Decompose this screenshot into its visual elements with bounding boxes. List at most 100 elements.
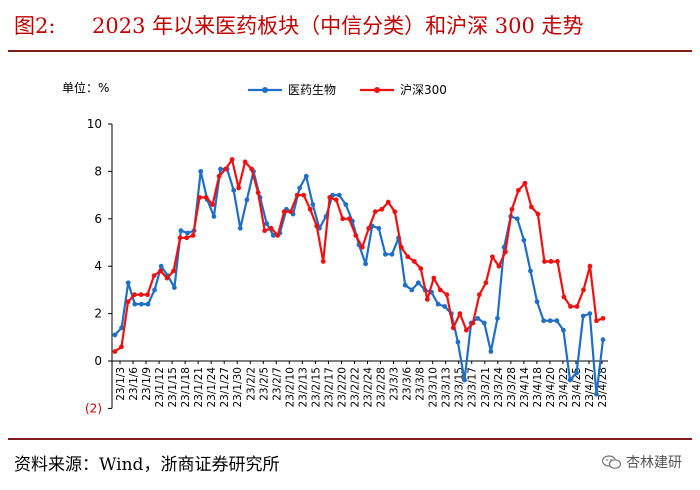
x-tick-label: 23/2/17 <box>323 367 335 407</box>
x-tick-label: 23/4/18 <box>532 367 544 407</box>
data-point-pharma <box>376 225 382 231</box>
data-point-csi300 <box>476 292 482 298</box>
data-point-pharma <box>475 315 481 321</box>
x-tick-label: 23/1/6 <box>128 367 140 401</box>
data-point-csi300 <box>177 235 183 241</box>
data-point-pharma <box>389 251 395 257</box>
data-point-csi300 <box>379 206 385 212</box>
data-point-pharma <box>237 225 243 231</box>
chart-title-row: 图2: 2023 年以来医药板块（中信分类）和沪深 300 走势 <box>14 10 690 44</box>
data-point-pharma <box>178 228 184 234</box>
brand-name: 杏林建研 <box>626 455 682 471</box>
data-point-pharma <box>145 301 151 307</box>
x-tick-label: 23/1/30 <box>232 367 244 407</box>
data-point-pharma <box>138 301 144 307</box>
x-tick-label: 23/4/20 <box>545 367 557 407</box>
data-point-csi300 <box>542 259 547 264</box>
data-point-csi300 <box>236 185 242 191</box>
data-point-csi300 <box>281 209 287 215</box>
data-point-pharma <box>125 280 131 286</box>
data-point-csi300 <box>346 216 352 222</box>
x-tick-label: 23/2/28 <box>376 367 388 407</box>
data-point-pharma <box>594 391 599 397</box>
line-chart: 单位：% (2) 0 2 4 6 8 10 23/1/3 23/1/6 23/1/9 23/1/12… <box>62 80 609 415</box>
chart-title: 2023 年以来医药板块（中信分类）和沪深 300 走势 <box>92 14 584 38</box>
data-point-csi300 <box>424 296 430 302</box>
x-tick-label: 23/2/5 <box>258 367 270 401</box>
x-tick-label: 23/1/15 <box>167 367 179 407</box>
data-point-csi300 <box>112 349 118 354</box>
data-point-pharma <box>264 221 270 226</box>
data-point-csi300 <box>268 225 274 231</box>
data-point-pharma <box>336 192 342 198</box>
data-point-pharma <box>580 313 586 319</box>
data-point-pharma <box>567 377 573 383</box>
data-point-csi300 <box>138 292 144 298</box>
data-point-csi300 <box>581 287 586 293</box>
data-point-pharma <box>521 237 527 243</box>
x-tick-label: 23/3/6 <box>402 367 414 401</box>
data-point-csi300 <box>561 294 567 300</box>
x-tick-label: 23/1/18 <box>180 367 192 407</box>
data-point-pharma <box>534 299 540 305</box>
data-point-csi300 <box>242 159 248 165</box>
y-tick-label: 2 <box>94 307 102 321</box>
data-point-pharma <box>112 332 118 338</box>
title-divider <box>8 50 692 52</box>
x-tick-label: 23/3/24 <box>493 367 505 408</box>
legend-label: 沪深300 <box>400 83 447 97</box>
data-point-pharma <box>132 301 138 307</box>
data-point-csi300 <box>437 287 443 293</box>
source-note: 资料来源：Wind，浙商证券研究所 <box>14 455 280 475</box>
data-point-pharma <box>455 339 461 345</box>
data-point-pharma <box>119 325 124 331</box>
x-tick-label: 23/3/3 <box>389 367 401 401</box>
data-point-csi300 <box>294 192 300 198</box>
data-point-pharma <box>409 287 415 293</box>
data-point-pharma <box>402 282 408 288</box>
data-point-csi300 <box>568 304 573 309</box>
data-point-pharma <box>442 304 448 309</box>
x-tick-label: 23/4/28 <box>597 367 609 407</box>
data-point-csi300 <box>203 195 209 200</box>
x-tick-label: 23/3/21 <box>480 367 492 407</box>
data-point-csi300 <box>503 249 508 255</box>
data-point-csi300 <box>574 304 580 309</box>
x-tick-label: 23/4/27 <box>584 367 596 407</box>
data-point-pharma <box>600 337 606 343</box>
data-point-csi300 <box>320 259 326 264</box>
data-point-csi300 <box>489 254 495 260</box>
data-point-csi300 <box>333 197 339 203</box>
data-point-pharma <box>171 285 177 290</box>
data-point-pharma <box>574 370 580 376</box>
data-point-pharma <box>297 185 303 191</box>
data-point-pharma <box>541 318 547 324</box>
x-tick-label: 23/4/22 <box>558 367 570 407</box>
data-point-csi300 <box>190 232 196 238</box>
data-point-pharma <box>415 280 421 286</box>
x-tick-label: 23/2/13 <box>297 367 309 407</box>
y-tick-label: 6 <box>94 212 102 226</box>
data-point-csi300 <box>132 292 137 298</box>
data-point-csi300 <box>392 209 398 215</box>
data-point-csi300 <box>450 325 456 331</box>
data-point-csi300 <box>223 166 229 172</box>
figure-label: 图2: <box>14 14 56 38</box>
data-point-csi300 <box>197 195 202 200</box>
data-point-csi300 <box>151 273 157 279</box>
data-point-pharma <box>495 315 500 321</box>
data-point-csi300 <box>262 228 268 234</box>
data-point-csi300 <box>288 209 294 215</box>
data-point-pharma <box>185 230 190 236</box>
data-point-csi300 <box>171 268 176 274</box>
data-point-csi300 <box>164 275 170 281</box>
data-point-csi300 <box>249 166 255 172</box>
data-point-csi300 <box>255 190 261 196</box>
data-point-csi300 <box>372 209 378 215</box>
x-tick-label: 23/2/20 <box>336 367 348 407</box>
data-point-csi300 <box>587 263 593 269</box>
x-tick-label: 23/1/3 <box>115 367 127 401</box>
data-point-pharma <box>514 216 520 222</box>
data-point-pharma <box>303 173 309 179</box>
data-point-csi300 <box>398 244 404 250</box>
